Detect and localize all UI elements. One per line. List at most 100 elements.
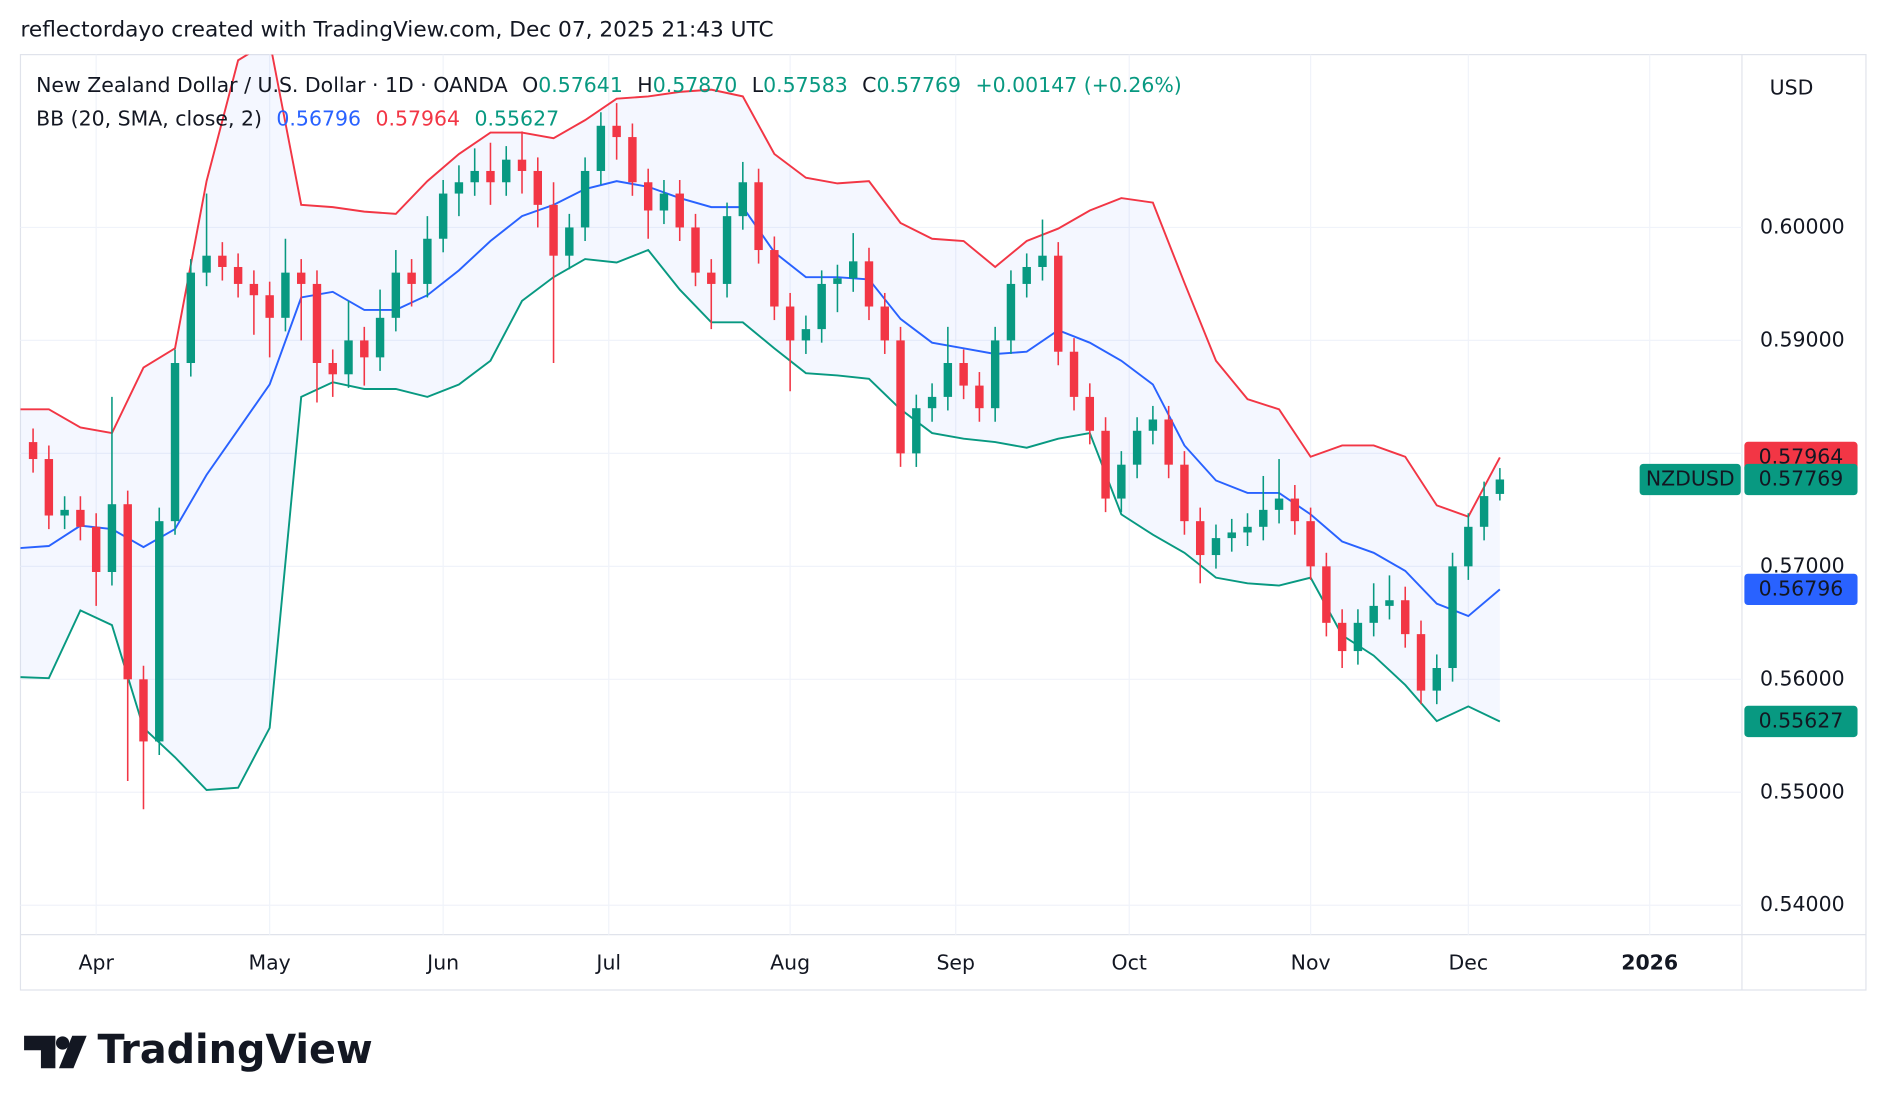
basis-tag-label: 0.56796: [1759, 576, 1844, 600]
legend-line: New Zealand Dollar / U.S. Dollar · 1D · …: [36, 73, 1182, 97]
candle-body: [249, 283, 259, 296]
x-tick-label: May: [249, 951, 291, 975]
candle-body: [565, 227, 574, 256]
candle-body: [927, 396, 937, 409]
candle-body: [849, 261, 858, 279]
candle-body: [990, 340, 1000, 409]
candle-body: [1069, 351, 1079, 397]
lower-tag: [1744, 705, 1858, 738]
x-tick-label: Jun: [425, 951, 459, 975]
y-tick-label: 0.59000: [1760, 327, 1845, 351]
candle-body: [864, 261, 874, 307]
candle-body: [691, 227, 700, 273]
candle-body: [1337, 622, 1347, 652]
candle-body: [1006, 283, 1016, 341]
candle-body: [770, 250, 779, 307]
candle-body: [1322, 566, 1331, 623]
candle-body: [1117, 464, 1126, 499]
legend-text: 0.57769: [876, 73, 961, 97]
y-tick-label: 0.56000: [1760, 666, 1845, 690]
candle-body: [1038, 255, 1047, 267]
y-tick-label: 0.60000: [1760, 214, 1845, 238]
band-fill: [20, 54, 1500, 791]
x-tick-label: Aug: [770, 951, 810, 975]
candle-body: [91, 526, 101, 572]
candle-body: [580, 170, 590, 228]
candle-body: [801, 329, 811, 341]
candle-body: [60, 509, 69, 516]
candle-body: [1274, 498, 1284, 510]
legend-text: L: [752, 73, 764, 97]
plot-area: [20, 54, 1505, 810]
y-tick-label: 0.55000: [1760, 779, 1845, 803]
candle-body: [738, 182, 748, 217]
candle-body: [1211, 538, 1221, 556]
band-line: [20, 248, 1501, 792]
logo-icon: [58, 1035, 87, 1069]
candle-body: [943, 363, 953, 397]
candle-body: [1195, 521, 1205, 556]
lower-tag-label: 0.55627: [1759, 708, 1844, 732]
legend-text: 0.57964: [375, 107, 460, 131]
candle-body: [785, 306, 795, 341]
candle-body: [1148, 419, 1158, 431]
logo-icon: [24, 1035, 56, 1069]
candle-body: [1227, 532, 1236, 539]
legend-text: +0.00147 (+0.26%): [976, 73, 1182, 97]
candle-body: [722, 216, 732, 284]
candle-body: [186, 272, 196, 364]
candle-body: [1479, 496, 1489, 527]
candle-body: [423, 238, 432, 284]
candle-body: [170, 363, 180, 522]
candle-body: [28, 442, 38, 460]
candle-body: [438, 193, 448, 239]
candle-body: [896, 340, 905, 454]
candle-body: [265, 295, 274, 318]
candle-body: [454, 182, 464, 194]
candle-body: [880, 306, 889, 341]
attribution: reflectordayo created with TradingView.c…: [20, 18, 773, 43]
candle-body: [549, 204, 558, 256]
candle-body: [517, 159, 527, 171]
candle-body: [1464, 526, 1473, 567]
candle-body: [643, 182, 653, 211]
candle-body: [1132, 430, 1142, 465]
candle-body: [975, 385, 984, 409]
candle-body: [1495, 479, 1505, 494]
legend-text: 0.57641: [538, 73, 623, 97]
currency-label[interactable]: USD: [1770, 75, 1814, 99]
candle-body: [912, 408, 921, 454]
legend-text: New Zealand Dollar / U.S. Dollar · 1D · …: [36, 73, 508, 97]
candle-body: [1416, 634, 1426, 691]
band-line: [20, 54, 1501, 518]
candle-body: [612, 125, 621, 138]
x-tick-label: Oct: [1112, 951, 1147, 975]
candle-body: [470, 170, 479, 183]
candle-body: [76, 509, 85, 527]
candle-body: [375, 317, 385, 358]
candle-body: [1432, 668, 1441, 691]
candle-body: [1290, 498, 1300, 522]
close-tag-label: 0.57769: [1759, 466, 1844, 490]
candle-body: [391, 272, 401, 318]
legend-text: 0.55627: [475, 107, 560, 131]
candle-body: [281, 272, 290, 318]
candle-body: [596, 125, 606, 171]
candle-body: [233, 266, 243, 284]
candle-body: [218, 255, 227, 267]
candle-body: [833, 278, 842, 284]
x-tick-label: Apr: [78, 951, 114, 975]
candle-body: [1243, 526, 1252, 533]
candle-body: [486, 170, 495, 183]
candle-body: [1085, 396, 1095, 431]
candle-body: [344, 340, 353, 375]
indicator-line: BB (20, SMA, close, 2) 0.56796 0.57964 0.55…: [36, 107, 559, 131]
candle-body: [1385, 600, 1394, 606]
candle-body: [139, 679, 148, 742]
y-tick-label: 0.54000: [1760, 892, 1845, 916]
x-tick-label: Dec: [1449, 951, 1489, 975]
candle-body: [312, 283, 322, 364]
